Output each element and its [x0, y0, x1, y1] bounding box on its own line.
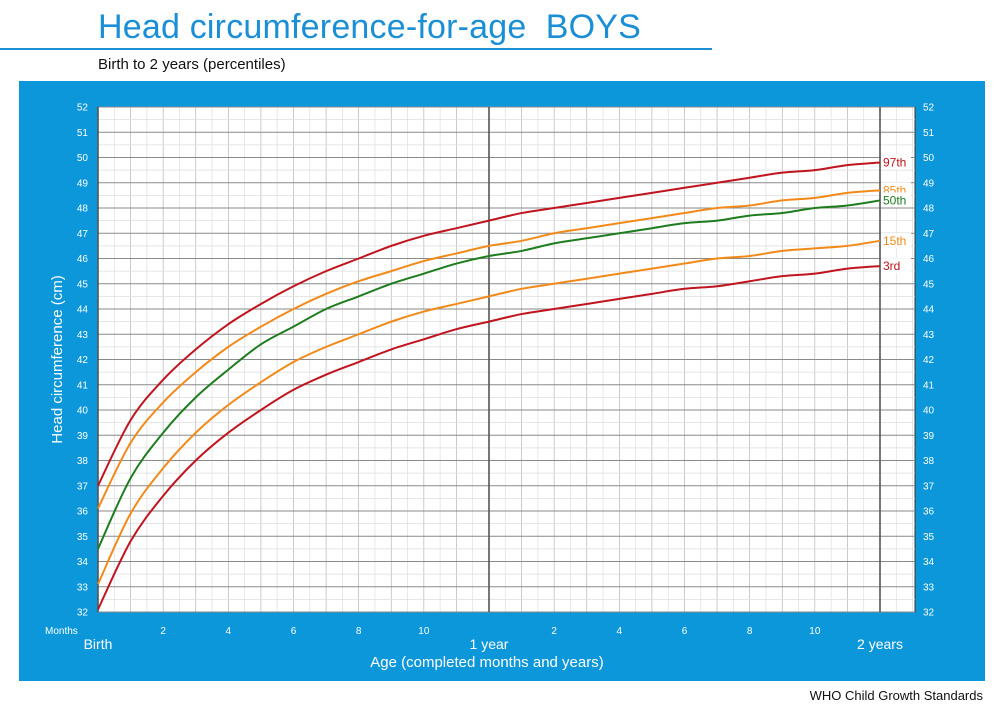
y-tick-label: 40: [923, 406, 935, 417]
percentile-label-3rd: 3rd: [883, 259, 900, 273]
x-tick-label: 8: [356, 626, 362, 637]
y-tick-label: 47: [77, 229, 89, 240]
x-tick-label: 6: [291, 626, 297, 637]
y-tick-label: 46: [77, 254, 89, 265]
footer-credit: WHO Child Growth Standards: [809, 688, 983, 703]
y-tick-label: 45: [923, 279, 935, 290]
x-axis-prefix: Months: [45, 626, 78, 637]
x-tick-label: 4: [226, 626, 232, 637]
y-tick-label: 51: [923, 128, 935, 139]
y-tick-label: 52: [923, 103, 935, 114]
percentile-line-97th: [97, 161, 881, 487]
y-tick-label: 39: [77, 431, 89, 442]
y-tick-label: 33: [77, 582, 89, 593]
x-tick-label: 10: [809, 626, 821, 637]
y-tick-label: 40: [77, 406, 89, 417]
y-tick-label: 42: [77, 355, 89, 366]
percentile-line-85th: [97, 189, 881, 509]
y-tick-label: 36: [77, 507, 89, 518]
percentile-line-15th: [97, 239, 881, 585]
y-tick-label: 50: [77, 153, 89, 164]
y-tick-label: 42: [923, 355, 935, 366]
percentile-label-bg: [881, 232, 911, 248]
x-major-label: 1 year: [470, 636, 509, 652]
y-tick-label: 48: [923, 204, 935, 215]
series-lines: [97, 161, 881, 610]
x-major-label: 2 years: [857, 636, 903, 652]
y-tick-label: 43: [77, 330, 89, 341]
y-tick-label: 50: [923, 153, 935, 164]
percentile-label-bg: [881, 258, 911, 274]
x-tick-label: 2: [551, 626, 557, 637]
percentile-line-50th: [97, 199, 881, 550]
y-tick-label: 32: [923, 608, 935, 619]
y-ticks-right: 32 33 34 35 36 37 38 39 40 41 42 43 44 45 46 47 48 49 50 51…: [923, 103, 935, 619]
chart-subtitle: Birth to 2 years (percentiles): [98, 56, 286, 73]
y-tick-label: 38: [923, 456, 935, 467]
y-tick-label: 39: [923, 431, 935, 442]
percentile-label-97th: 97th: [883, 156, 906, 170]
y-tick-label: 34: [77, 557, 89, 568]
x-axis-title: Age (completed months and years): [370, 654, 603, 671]
y-tick-label: 48: [77, 204, 89, 215]
y-tick-label: 34: [923, 557, 935, 568]
x-tick-label: 4: [617, 626, 623, 637]
y-tick-label: 46: [923, 254, 935, 265]
x-tick-label: 10: [418, 626, 430, 637]
percentile-line-3rd: [97, 265, 881, 610]
x-major-label: Birth: [84, 636, 113, 652]
y-tick-label: 52: [77, 103, 89, 114]
y-ticks-left: 32 33 34 35 36 37 38 39 40 41 42 43 44 45 46 47 48 49 50 51…: [77, 103, 89, 619]
chart-title: Head circumference-for-age BOYS: [98, 8, 642, 46]
percentile-label-15th: 15th: [883, 234, 906, 248]
y-tick-label: 51: [77, 128, 89, 139]
x-tick-label: 2: [160, 626, 166, 637]
y-tick-label: 49: [923, 178, 935, 189]
percentile-label-bg: [881, 192, 911, 208]
x-tick-label: 6: [682, 626, 688, 637]
y-tick-label: 33: [923, 582, 935, 593]
y-tick-label: 38: [77, 456, 89, 467]
percentile-label-bg: [881, 154, 911, 170]
y-tick-label: 32: [77, 608, 89, 619]
y-tick-label: 37: [923, 481, 935, 492]
y-tick-label: 43: [923, 330, 935, 341]
y-tick-label: 44: [923, 305, 935, 316]
y-tick-label: 35: [923, 532, 935, 543]
y-tick-label: 41: [77, 380, 89, 391]
y-axis-title: Head circumference (cm): [49, 275, 66, 443]
title-underline: [0, 48, 712, 50]
minor-grid: [97, 106, 915, 613]
y-tick-label: 47: [923, 229, 935, 240]
y-tick-label: 45: [77, 279, 89, 290]
x-tick-label: 8: [747, 626, 753, 637]
x-ticks: 2 4 6 8 10 2 4 6 8 10 Birth 1 year 2 years: [84, 626, 903, 652]
y-tick-label: 41: [923, 380, 935, 391]
y-tick-label: 36: [923, 507, 935, 518]
percentile-label-50th: 50th: [883, 193, 906, 207]
y-tick-label: 35: [77, 532, 89, 543]
y-tick-label: 49: [77, 178, 89, 189]
y-tick-label: 44: [77, 305, 89, 316]
y-tick-label: 37: [77, 481, 89, 492]
